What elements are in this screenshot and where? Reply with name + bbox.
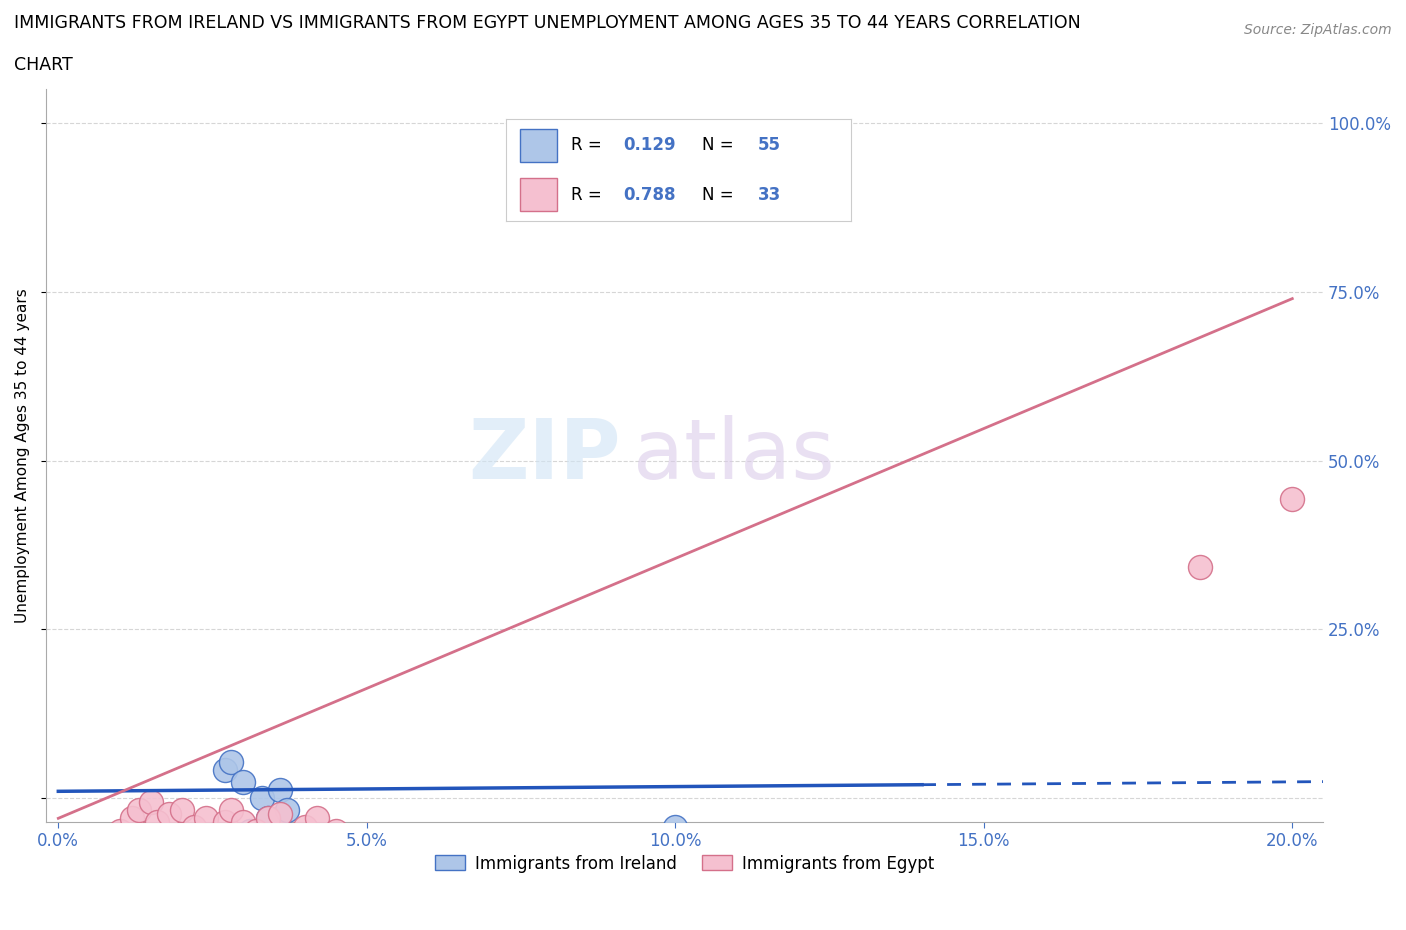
Point	[602, 790, 624, 805]
Point	[188, 790, 211, 805]
Point	[121, 790, 143, 805]
Point	[59, 790, 82, 805]
Point	[664, 751, 686, 765]
Point	[46, 790, 69, 805]
Point	[633, 790, 655, 805]
Point	[134, 790, 156, 805]
Point	[201, 764, 224, 778]
Text: atlas: atlas	[634, 415, 835, 496]
Point	[90, 790, 112, 805]
Point	[479, 790, 502, 805]
Point	[103, 790, 125, 805]
Point	[214, 743, 236, 758]
Point	[541, 790, 564, 805]
Point	[257, 737, 280, 751]
Point	[239, 757, 262, 772]
Point	[307, 790, 329, 805]
Point	[219, 642, 242, 657]
Point	[183, 790, 205, 805]
Point	[281, 790, 304, 805]
Point	[139, 710, 162, 724]
Point	[97, 790, 120, 805]
Point	[46, 790, 69, 805]
Point	[257, 737, 280, 751]
Point	[356, 790, 378, 805]
Point	[72, 790, 94, 805]
Point	[219, 724, 242, 738]
Point	[72, 790, 94, 805]
Point	[387, 790, 409, 805]
Point	[294, 751, 316, 765]
Point	[157, 790, 180, 805]
Point	[312, 790, 335, 805]
Point	[1157, 790, 1180, 805]
Point	[177, 790, 200, 805]
Point	[183, 751, 205, 765]
Text: Source: ZipAtlas.com: Source: ZipAtlas.com	[1244, 23, 1392, 37]
Point	[269, 730, 291, 745]
Point	[250, 703, 273, 718]
Point	[97, 790, 120, 805]
Point	[84, 790, 107, 805]
Point	[1281, 204, 1303, 219]
Point	[146, 790, 169, 805]
Point	[152, 790, 174, 805]
Point	[337, 790, 360, 805]
Point	[1281, 790, 1303, 805]
Point	[201, 790, 224, 805]
Point	[232, 676, 254, 691]
Point	[664, 790, 686, 805]
Point	[325, 790, 347, 805]
Point	[911, 790, 934, 805]
Point	[53, 790, 76, 805]
Y-axis label: Unemployment Among Ages 35 to 44 years: Unemployment Among Ages 35 to 44 years	[15, 288, 30, 623]
Text: CHART: CHART	[14, 56, 73, 73]
Point	[307, 737, 329, 751]
Point	[66, 790, 89, 805]
Point	[343, 770, 366, 785]
Point	[214, 656, 236, 671]
Point	[170, 724, 193, 738]
Point	[108, 757, 131, 772]
Text: ZIP: ZIP	[468, 415, 620, 496]
Point	[77, 790, 100, 805]
Point	[121, 737, 143, 751]
Point	[787, 790, 810, 805]
Point	[232, 743, 254, 758]
Point	[108, 790, 131, 805]
Point	[449, 790, 471, 805]
Point	[146, 743, 169, 758]
Point	[281, 764, 304, 778]
Point	[245, 757, 267, 772]
Point	[418, 790, 440, 805]
Point	[115, 790, 138, 805]
Text: IMMIGRANTS FROM IRELAND VS IMMIGRANTS FROM EGYPT UNEMPLOYMENT AMONG AGES 35 TO 4: IMMIGRANTS FROM IRELAND VS IMMIGRANTS FR…	[14, 14, 1081, 32]
Point	[276, 724, 298, 738]
Point	[1035, 790, 1057, 805]
Point	[128, 790, 150, 805]
Point	[1188, 318, 1211, 333]
Point	[165, 790, 187, 805]
Point	[725, 790, 748, 805]
Point	[294, 790, 316, 805]
Point	[195, 737, 218, 751]
Point	[356, 764, 378, 778]
Legend: Immigrants from Ireland, Immigrants from Egypt: Immigrants from Ireland, Immigrants from…	[429, 848, 941, 879]
Point	[387, 770, 409, 785]
Point	[325, 757, 347, 772]
Point	[418, 790, 440, 805]
Point	[128, 724, 150, 738]
Point	[59, 790, 82, 805]
Point	[157, 730, 180, 745]
Point	[170, 790, 193, 805]
Point	[139, 790, 162, 805]
Point	[479, 790, 502, 805]
Point	[269, 689, 291, 704]
Point	[195, 790, 218, 805]
Point	[84, 790, 107, 805]
